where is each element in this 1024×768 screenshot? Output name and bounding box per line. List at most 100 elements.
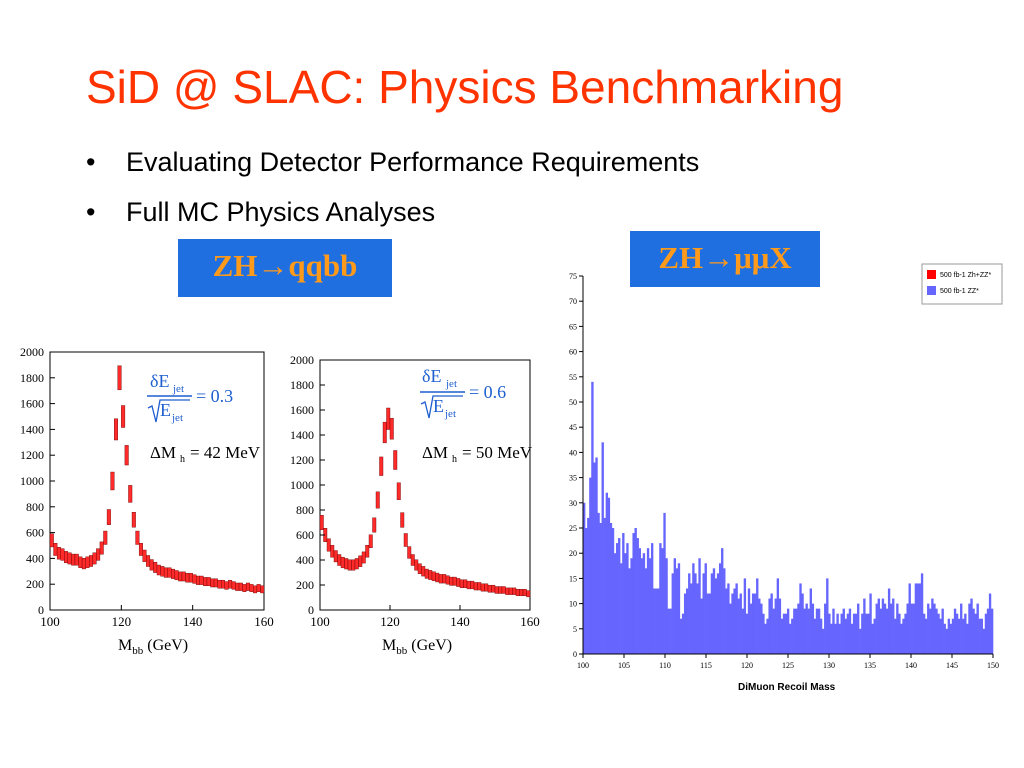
bar-zz <box>951 618 955 654</box>
bar-zz <box>976 603 979 654</box>
histogram-bar <box>393 450 398 470</box>
x-tick-label: 160 <box>520 614 540 629</box>
histogram-bar <box>231 581 236 590</box>
histogram-bar <box>410 554 415 566</box>
bar-zz <box>589 477 592 654</box>
bar-zz <box>978 618 981 654</box>
bar-zz <box>943 623 946 654</box>
bar-zz <box>935 608 938 654</box>
histogram-bar <box>372 517 377 533</box>
histogram-bar <box>501 586 506 594</box>
x-tick-label: 110 <box>659 661 671 670</box>
histogram-bar <box>494 586 499 594</box>
bar-zz <box>770 593 773 654</box>
x-tick-label: 140 <box>450 614 470 629</box>
bar-zz <box>673 558 677 654</box>
bar-zz <box>949 623 953 654</box>
bar-zz <box>644 568 648 654</box>
y-tick-label: 800 <box>26 500 44 514</box>
bar-zz <box>657 588 660 654</box>
histogram-bar <box>354 558 359 570</box>
histogram-bar <box>459 579 464 588</box>
bar-zz <box>922 613 926 654</box>
y-tick-label: 5 <box>573 625 577 634</box>
bar-zz <box>669 608 672 654</box>
x-tick-label: 120 <box>380 614 400 629</box>
histogram-bar <box>260 585 265 594</box>
bar-zz <box>945 628 948 654</box>
bar-zz <box>620 563 623 654</box>
bar-zz <box>618 538 621 654</box>
bar-zz <box>871 623 874 654</box>
bar-zz <box>826 578 829 654</box>
bar-zz <box>663 512 666 654</box>
histogram-bar <box>213 578 218 588</box>
histogram-bar <box>396 482 401 500</box>
bar-zz <box>725 588 728 654</box>
histogram-bar <box>185 573 190 583</box>
histogram-mbb-03: 0 200 400 600 800 1000 1200 1400 1600 1800 2000 100… <box>20 345 274 657</box>
histogram-bar <box>235 582 240 591</box>
x-tick-label: 120 <box>112 614 132 629</box>
annotation-value: = 0.3 <box>196 386 233 406</box>
x-tick-label: 100 <box>40 614 60 629</box>
histogram-bar <box>81 557 86 570</box>
histogram-mbb-06: 0 200 400 600 800 1000 1200 1400 1600 1800 2000 100… <box>290 353 540 657</box>
bar-zz <box>756 578 759 654</box>
y-tick-label: 2000 <box>20 345 44 359</box>
histogram-bar <box>156 564 161 576</box>
x-tick-label: 100 <box>310 614 330 629</box>
histogram-bar <box>113 418 118 441</box>
histogram-bar <box>110 471 115 491</box>
histogram-bar <box>344 558 349 570</box>
histogram-bar <box>361 551 366 564</box>
y-tick-label: 400 <box>26 551 44 565</box>
annotation-mass: ΔM <box>422 443 448 462</box>
bar-zz <box>696 583 699 654</box>
bar-zz <box>894 618 897 654</box>
bar-zz <box>824 603 827 654</box>
histogram-bar <box>103 530 108 545</box>
bar-zz <box>741 608 745 654</box>
annotation-denominator-sub: jet <box>171 412 183 424</box>
histogram-bar <box>491 584 496 593</box>
histogram-bar <box>382 421 387 444</box>
bar-zz <box>692 563 695 654</box>
x-tick-label: 105 <box>618 661 630 670</box>
bar-zz <box>966 623 969 654</box>
x-tick-label: 140 <box>183 614 203 629</box>
bar-zz <box>842 608 845 654</box>
histogram-bar <box>421 566 426 577</box>
bar-zz <box>710 573 714 654</box>
bar-zz <box>861 613 864 654</box>
y-tick-label: 1400 <box>290 428 314 442</box>
y-tick-label: 0 <box>308 603 314 617</box>
y-tick-label: 0 <box>38 603 44 617</box>
bar-zz <box>885 608 889 654</box>
bar-zz <box>764 623 767 654</box>
y-tick-label: 600 <box>296 528 314 542</box>
bar-zz <box>828 613 831 654</box>
histogram-bar <box>340 556 345 569</box>
histogram-bar <box>220 579 225 589</box>
bar-zz <box>675 568 679 654</box>
bullet-marker: • <box>86 197 96 227</box>
bar-zz <box>780 618 784 654</box>
x-tick-label: 145 <box>946 661 958 670</box>
y-tick-label: 65 <box>569 322 577 331</box>
bar-zz <box>912 603 916 654</box>
histogram-dimuon-recoil: 0 5 10 15 20 25 30 35 40 45 50 55 60 65 70 75 100 105 110 1… <box>569 263 1003 693</box>
bar-zz <box>797 603 800 654</box>
histogram-bar <box>508 587 513 595</box>
bar-zz <box>628 568 631 654</box>
bar-zz <box>925 618 928 654</box>
bar-zz <box>626 543 629 654</box>
histogram-bar <box>138 543 143 556</box>
histogram-bar <box>431 571 436 581</box>
legend-label-zz: 500 fb-1 ZZ* <box>940 288 979 295</box>
y-tick-label: 60 <box>569 348 577 357</box>
y-tick-label: 1600 <box>290 403 314 417</box>
bar-zz <box>665 558 668 654</box>
x-tick-label: 160 <box>254 614 274 629</box>
histogram-bar <box>178 571 183 582</box>
